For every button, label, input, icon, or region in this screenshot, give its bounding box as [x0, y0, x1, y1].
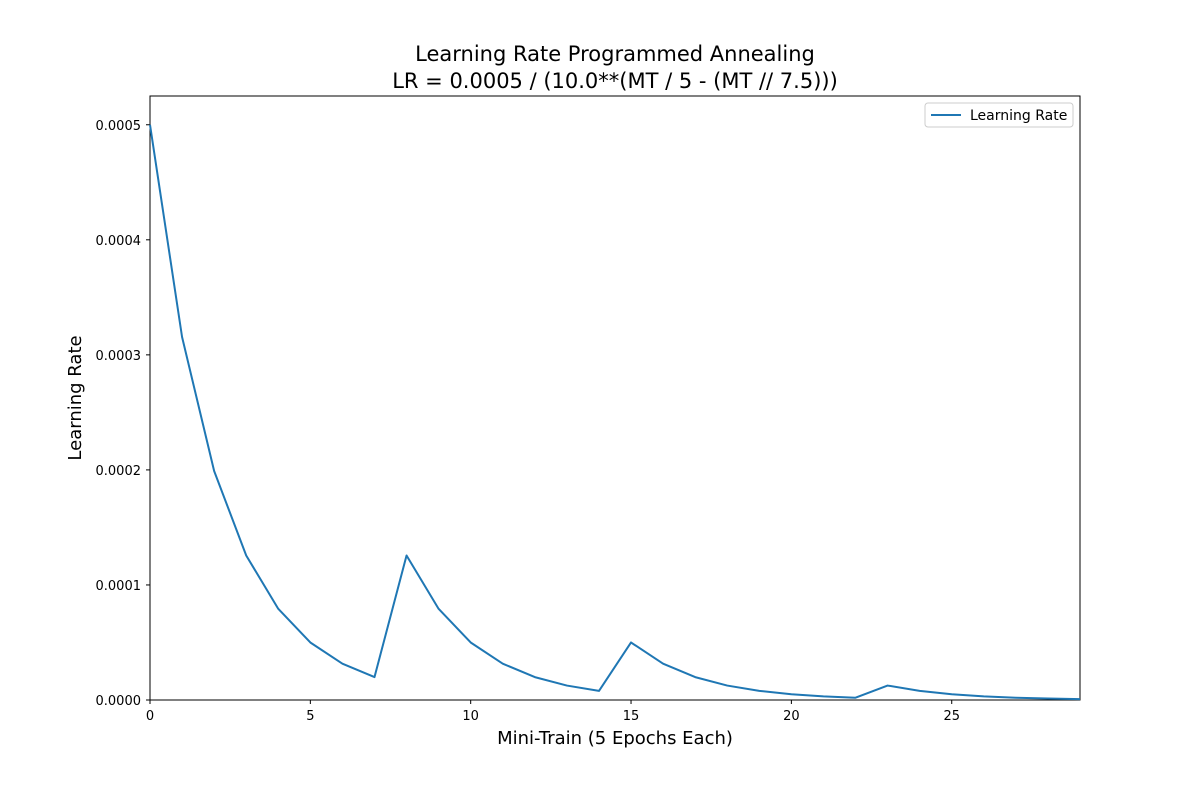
x-tick-label: 15: [623, 709, 640, 724]
legend-box: [924, 102, 1074, 128]
x-tick-label: 20: [783, 709, 800, 724]
x-tick-label: 25: [943, 709, 960, 724]
x-axis-ticks: 0 5 10 15 20 25: [146, 700, 960, 724]
y-axis-label: Learning Rate: [65, 335, 86, 460]
plot-area: [149, 95, 1081, 701]
chart-title: Learning Rate Programmed Annealing: [415, 42, 815, 66]
y-tick-label: 0.0001: [96, 579, 142, 594]
legend-label: Learning Rate: [970, 108, 1067, 124]
y-axis-ticks: 0.0000 0.0001 0.0002 0.0003 0.0004 0.0005: [96, 119, 150, 709]
y-tick-label: 0.0004: [96, 234, 142, 249]
y-tick-label: 0.0002: [96, 464, 142, 479]
chart-subtitle: LR = 0.0005 / (10.0**(MT / 5 - (MT // 7.…: [392, 69, 838, 93]
x-tick-label: 0: [146, 709, 154, 724]
legend: Learning Rate: [924, 102, 1074, 128]
y-tick-label: 0.0003: [96, 349, 142, 364]
x-tick-label: 10: [462, 709, 479, 724]
plot-frame: [149, 95, 1081, 701]
x-tick-label: 5: [306, 709, 314, 724]
y-tick-label: 0.0000: [96, 694, 142, 709]
x-axis-label: Mini-Train (5 Epochs Each): [497, 728, 733, 749]
series-line-learning-rate: [149, 124, 1081, 701]
series-lines: [149, 124, 1081, 701]
y-tick-label: 0.0005: [96, 119, 142, 134]
